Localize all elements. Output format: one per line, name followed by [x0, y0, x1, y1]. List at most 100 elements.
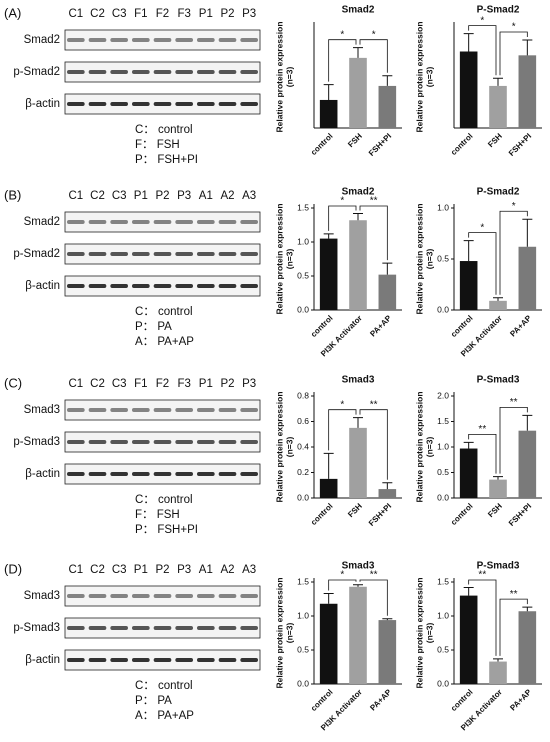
lane-label: C2 [90, 564, 105, 576]
lane-label: F2 [156, 378, 169, 390]
blot-band [218, 102, 237, 106]
significance-label: * [372, 29, 376, 40]
blot-band [240, 594, 258, 598]
blot-band [67, 220, 85, 224]
error-bar [353, 417, 363, 428]
significance-label: * [512, 201, 516, 212]
legend-line: P： PA [135, 695, 172, 707]
y-axis-label: Relative protein expression [274, 21, 284, 132]
y-tick-label: 1.5 [437, 576, 449, 586]
blot-row-label: p-Smad3 [13, 622, 60, 634]
significance-bracket [468, 579, 497, 656]
lane-label: C3 [112, 564, 127, 576]
panel-label: (A) [4, 5, 21, 20]
blot-band [67, 594, 85, 598]
blot-band [132, 70, 150, 74]
blot-band [175, 70, 193, 74]
y-tick-label: 1.0 [437, 441, 449, 451]
lane-label: C2 [90, 378, 105, 390]
blot-band [218, 408, 237, 412]
blot-band [175, 252, 193, 256]
blot-band [218, 594, 237, 598]
lane-label: A1 [199, 564, 213, 576]
chart-title: Smad2 [342, 187, 375, 198]
blot-row-label: Smad2 [24, 34, 60, 46]
blot-row-label: p-Smad3 [13, 436, 60, 448]
y-tick-label: 0.0 [297, 492, 309, 502]
significance-bracket [499, 31, 528, 76]
significance-label: * [340, 399, 344, 410]
bar [378, 489, 397, 498]
blot-band [67, 284, 85, 288]
lane-label: A2 [220, 190, 234, 202]
bar [518, 55, 537, 129]
blot-band [175, 102, 193, 106]
lane-label: P1 [199, 8, 213, 20]
blot-band [153, 626, 172, 630]
error-bar [463, 586, 474, 596]
y-axis-label: Relative protein expression [414, 391, 424, 502]
y-tick-label: 0.8 [297, 390, 309, 400]
y-tick-label: 0.6 [297, 416, 309, 426]
significance-bracket [359, 205, 388, 261]
x-tick-label: PA+AP [508, 313, 533, 338]
bar [319, 238, 338, 310]
x-tick-label: FSH+PI [367, 132, 393, 158]
bar [459, 448, 478, 498]
legend-line: P： FSH+PI [135, 154, 198, 166]
blot-band [67, 408, 85, 412]
x-tick-label: control [309, 314, 335, 340]
x-tick-label: FSH [346, 501, 364, 519]
blot-band [67, 38, 85, 42]
blot-band [197, 408, 215, 412]
error-bar [382, 482, 393, 490]
y-axis-label: (n=3) [424, 67, 434, 88]
y-tick-label: 1.5 [297, 576, 309, 586]
significance-label: ** [510, 397, 518, 408]
blot-band [240, 284, 258, 288]
y-tick-label: 0.0 [437, 304, 449, 314]
error-bar [493, 77, 503, 86]
lane-label: F1 [134, 378, 147, 390]
blot-row-label: β-actin [25, 654, 60, 666]
blot-band [153, 38, 172, 42]
blot-band [240, 658, 258, 662]
y-axis-label: Relative protein expression [414, 203, 424, 314]
bar [489, 479, 507, 498]
lane-label: P2 [220, 8, 234, 20]
y-axis-label: (n=3) [424, 249, 434, 270]
y-axis-label: (n=3) [284, 437, 294, 458]
blot-band [197, 38, 215, 42]
y-axis-label: (n=3) [284, 623, 294, 644]
error-bar [463, 33, 474, 52]
x-tick-label: FSH+PI [507, 132, 533, 158]
y-axis-label: Relative protein expression [414, 21, 424, 132]
x-tick-label: PA+AP [368, 687, 393, 712]
blot-band [153, 70, 172, 74]
blot-band [218, 472, 237, 476]
error-bar [493, 476, 503, 480]
blot-band [153, 594, 172, 598]
blot-band [88, 440, 107, 444]
blot-band [110, 594, 128, 598]
lane-label: C1 [68, 190, 83, 202]
x-tick-label: FSH [486, 501, 504, 519]
blot-band [88, 38, 107, 42]
x-tick-label: control [309, 132, 335, 158]
significance-label: ** [478, 570, 486, 581]
x-tick-label: FSH [346, 131, 364, 149]
blot-row-label: β-actin [25, 280, 60, 292]
y-axis-label: (n=3) [424, 623, 434, 644]
lane-label: P1 [134, 190, 148, 202]
blot-band [110, 220, 128, 224]
error-bar [323, 233, 334, 239]
chart-title: P-Smad3 [477, 375, 520, 386]
blot-band [218, 284, 237, 288]
blot-band [197, 626, 215, 630]
blot-band [110, 38, 128, 42]
blot-band [132, 38, 150, 42]
y-axis-label: (n=3) [284, 249, 294, 270]
y-tick-label: 0.2 [297, 467, 309, 477]
blot-band [132, 472, 150, 476]
lane-label: F1 [134, 8, 147, 20]
